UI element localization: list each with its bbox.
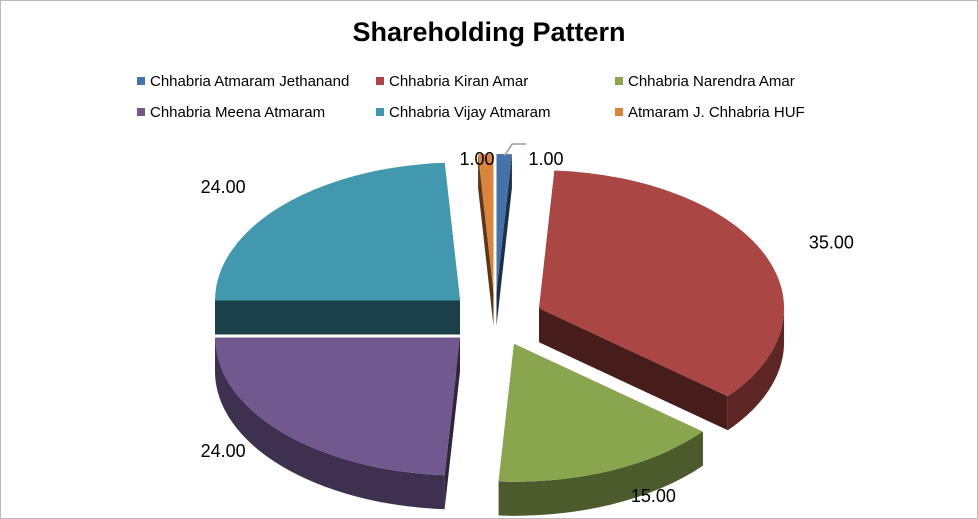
- data-label-4: 24.00: [201, 177, 246, 197]
- legend-item-3: Chhabria Meena Atmaram: [137, 104, 325, 121]
- data-label-3: 24.00: [201, 441, 246, 461]
- slice-wall-start-5: [478, 154, 494, 326]
- legend-key-2: [615, 77, 623, 85]
- legend-item-4: Chhabria Vijay Atmaram: [376, 104, 550, 121]
- leader-line-0: [503, 143, 527, 157]
- slice-side-2: [498, 431, 703, 516]
- legend-label-1: Chhabria Kiran Amar: [389, 73, 529, 90]
- legend-key-5: [615, 108, 623, 116]
- slice-side-1: [727, 308, 785, 431]
- legend-key-0: [137, 77, 145, 85]
- slice-wall-start-3: [444, 337, 461, 510]
- slice-wall-end-1: [539, 308, 728, 431]
- data-label-0: 1.00: [528, 149, 563, 169]
- data-label-1: 35.00: [809, 232, 854, 252]
- legend-label-0: Chhabria Atmaram Jethanand: [150, 73, 350, 90]
- slice-0: [496, 153, 512, 292]
- slice-4: [215, 162, 461, 301]
- slice-wall-end-0: [496, 154, 512, 326]
- legend-key-1: [376, 77, 384, 85]
- slice-2: [498, 343, 703, 482]
- legend-item-2: Chhabria Narendra Amar: [615, 73, 795, 90]
- legend-label-3: Chhabria Meena Atmaram: [150, 104, 326, 121]
- legend-item-5: Atmaram J. Chhabria HUF: [615, 104, 805, 121]
- chart-title: Shareholding Pattern: [352, 17, 626, 47]
- legend-label-5: Atmaram J. Chhabria HUF: [628, 104, 805, 121]
- legend-label-2: Chhabria Narendra Amar: [628, 73, 795, 90]
- slice-wall-start-4: [215, 300, 461, 335]
- slice-5: [478, 153, 494, 292]
- slice-3: [215, 337, 461, 476]
- legend-key-4: [376, 108, 384, 116]
- data-label-2: 15.00: [631, 486, 676, 506]
- data-label-5: 1.00: [459, 149, 494, 169]
- slice-1: [539, 170, 785, 397]
- legend-key-3: [137, 108, 145, 116]
- legend-item-0: Chhabria Atmaram Jethanand: [137, 73, 349, 90]
- legend-label-4: Chhabria Vijay Atmaram: [389, 104, 551, 121]
- slice-side-3: [215, 337, 445, 510]
- legend-item-1: Chhabria Kiran Amar: [376, 73, 528, 90]
